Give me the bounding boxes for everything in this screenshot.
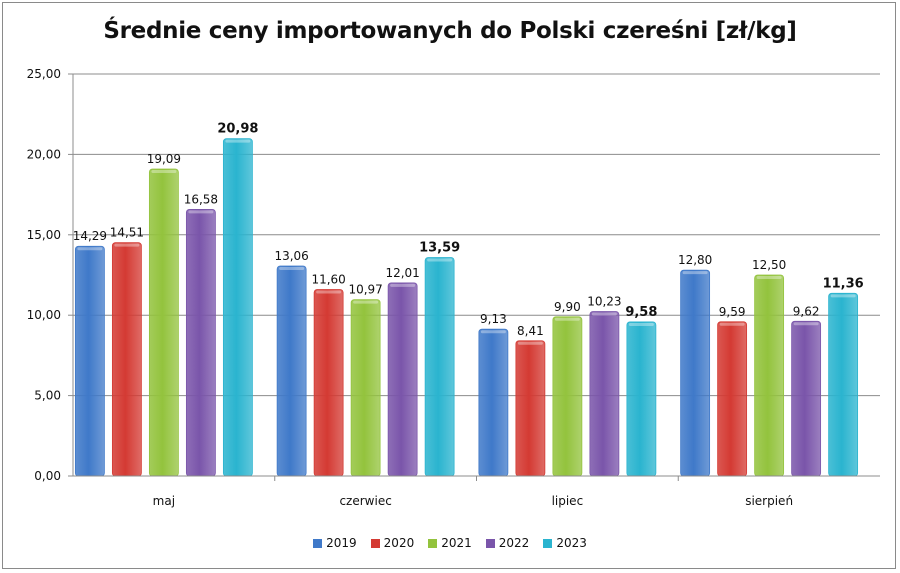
bar-2022-lipiec [589, 311, 620, 477]
bar-2020-sierpień [717, 321, 748, 477]
data-label: 9,58 [625, 305, 657, 320]
bar-highlight [480, 330, 506, 334]
legend-label: 2023 [556, 536, 587, 550]
x-tick-label: lipiec [552, 494, 584, 508]
legend-item-2020: 2020 [370, 536, 415, 550]
bar-2019-sierpień [680, 269, 711, 477]
x-tick-label: maj [153, 494, 175, 508]
legend-label: 2019 [326, 536, 357, 550]
bar-highlight [682, 271, 708, 275]
data-label: 14,51 [110, 226, 144, 240]
bar-highlight [554, 317, 580, 321]
y-tick-label: 10,00 [27, 308, 61, 322]
legend-swatch [485, 538, 495, 548]
bar-highlight [114, 243, 140, 247]
legend-swatch [370, 538, 380, 548]
data-label: 20,98 [217, 122, 258, 137]
bar-2020-czerwiec [313, 289, 344, 477]
bar-highlight [353, 300, 379, 304]
legend-label: 2021 [441, 536, 472, 550]
data-label: 11,36 [823, 276, 864, 291]
data-label: 13,06 [274, 249, 308, 263]
y-tick-label: 15,00 [27, 228, 61, 242]
bar-2023-sierpień [828, 292, 859, 477]
data-label: 11,60 [311, 272, 345, 286]
bar-2020-maj [111, 242, 142, 477]
y-tick-label: 20,00 [27, 147, 61, 161]
data-label: 10,23 [587, 295, 621, 309]
legend-label: 2022 [498, 536, 530, 550]
bar-2023-czerwiec [424, 257, 455, 477]
bar-highlight [390, 283, 416, 287]
data-label: 19,09 [147, 152, 181, 166]
legend-swatch [543, 538, 553, 548]
bar-2021-maj [148, 168, 179, 477]
data-label: 8,41 [517, 324, 544, 338]
bar-highlight [830, 294, 856, 298]
y-tick-label: 0,00 [34, 469, 61, 483]
data-label: 16,58 [184, 192, 218, 206]
bar-2020-lipiec [515, 340, 546, 477]
bar-2019-lipiec [478, 328, 509, 477]
legend-item-2023: 2023 [543, 536, 587, 550]
bar-highlight [279, 266, 305, 270]
bar-2019-maj [74, 245, 105, 477]
data-label: 9,62 [793, 304, 820, 318]
y-tick-label: 25,00 [27, 67, 61, 81]
data-label: 9,13 [480, 312, 507, 326]
data-label: 13,59 [419, 240, 460, 255]
bar-highlight [316, 290, 342, 294]
data-label: 9,90 [554, 300, 581, 314]
bar-highlight [628, 322, 654, 326]
legend-swatch [313, 538, 323, 548]
data-label: 12,01 [385, 266, 419, 280]
bar-highlight [756, 276, 782, 279]
bar-highlight [517, 341, 543, 345]
bar-2019-czerwiec [276, 265, 307, 477]
bar-highlight [188, 210, 214, 214]
data-label: 9,59 [719, 305, 746, 319]
x-tick-label: sierpień [745, 494, 793, 508]
bar-2023-lipiec [626, 321, 657, 477]
bar-highlight [427, 258, 453, 262]
data-label: 10,97 [348, 283, 382, 297]
bar-2022-maj [185, 208, 216, 477]
x-tick-label: czerwiec [339, 494, 391, 508]
y-tick-label: 5,00 [34, 389, 61, 403]
data-label: 14,29 [73, 229, 107, 243]
bar-2021-lipiec [552, 316, 583, 477]
legend-item-2021: 2021 [428, 536, 472, 550]
bar-highlight [77, 247, 103, 251]
legend-swatch [428, 538, 438, 548]
data-label: 12,80 [678, 253, 712, 267]
bar-highlight [793, 322, 819, 326]
bar-2021-sierpień [754, 274, 785, 477]
bar-highlight [225, 139, 251, 143]
chart-title: Średnie ceny importowanych do Polski cze… [103, 18, 797, 44]
legend-item-2022: 2022 [485, 536, 530, 550]
bar-highlight [151, 170, 177, 174]
bar-highlight [719, 322, 745, 326]
legend-item-2019: 2019 [313, 536, 357, 550]
bar-2022-sierpień [791, 320, 822, 477]
legend-label: 2020 [383, 536, 415, 550]
bar-2022-czerwiec [387, 282, 418, 477]
bar-2023-maj [222, 138, 253, 477]
data-label: 12,50 [752, 258, 786, 272]
bar-highlight [591, 312, 617, 316]
chart-legend: 2019 2020 2021 2022 2023 [0, 536, 900, 550]
bar-2021-czerwiec [350, 299, 381, 477]
